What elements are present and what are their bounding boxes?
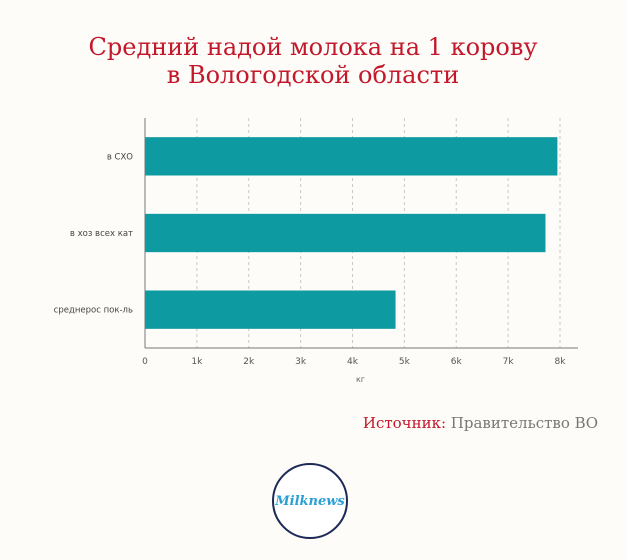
- x-tick-label: 8k: [555, 357, 567, 367]
- bars: [145, 137, 558, 329]
- x-tick-label: 6k: [451, 357, 463, 367]
- bar: [145, 137, 558, 176]
- x-tick-label: 7k: [503, 357, 515, 367]
- source-label: Источник:: [362, 414, 447, 432]
- bar-chart: 0 1k 2k 3k 4k 5k 6k 7k 8k в СХО в хоз всех кат сре…: [54, 118, 578, 384]
- chart-title-line-2: в Вологодской области: [166, 61, 460, 89]
- source-value: Правительство ВО: [450, 414, 598, 432]
- category-label: в СХО: [107, 152, 133, 162]
- bar: [145, 213, 546, 253]
- source-note: Источник: Правительство ВО: [363, 414, 598, 432]
- milknews-logo: Milknews: [272, 463, 348, 539]
- x-tick-labels: 0 1k 2k 3k 4k 5k 6k 7k 8k: [142, 357, 566, 367]
- axes: [144, 118, 578, 349]
- bar: [145, 290, 396, 329]
- x-tick-label: 5k: [399, 357, 411, 367]
- chart-title-line-1: Средний надой молока на 1 корову: [88, 33, 538, 61]
- category-label: в хоз всех кат: [70, 229, 133, 239]
- x-tick-label: 3k: [295, 357, 307, 367]
- x-axis-title: кг: [356, 375, 365, 384]
- x-tick-label: 4k: [347, 357, 359, 367]
- logo-text: Milknews: [275, 493, 345, 509]
- category-label: среднерос пок-ль: [54, 306, 133, 316]
- x-tick-label: 0: [142, 357, 148, 367]
- x-tick-label: 1k: [191, 357, 203, 367]
- category-labels: в СХО в хоз всех кат среднерос пок-ль: [54, 152, 134, 315]
- chart-title: Средний надой молока на 1 корову в Волог…: [0, 33, 626, 89]
- x-tick-label: 2k: [243, 357, 255, 367]
